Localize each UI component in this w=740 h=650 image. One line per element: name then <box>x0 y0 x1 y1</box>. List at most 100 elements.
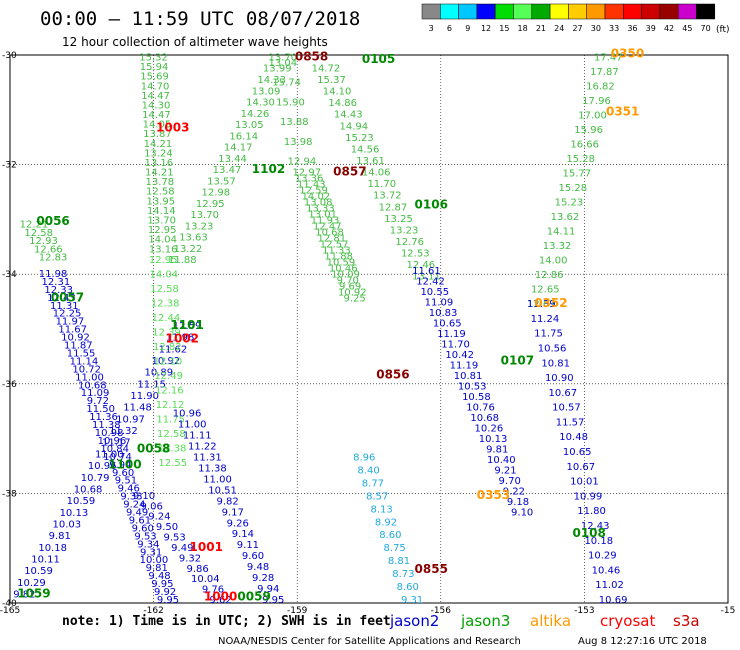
swh-value: 10.92 <box>152 356 181 367</box>
swh-value: 8.60 <box>379 530 401 541</box>
swh-value: 9.53 <box>164 533 186 544</box>
swh-value: 9.60 <box>132 523 154 534</box>
swh-value: 13.47 <box>213 165 242 176</box>
swh-value: 9.81 <box>49 531 71 542</box>
satellite-legend-altika: altika <box>530 612 571 630</box>
chart-subtitle: 12 hour collection of altimeter wave hei… <box>62 35 328 49</box>
swh-value: 10.40 <box>487 455 516 466</box>
swh-value: 11.75 <box>156 415 185 426</box>
pass-time-label: 0059 <box>237 589 270 603</box>
swh-value: 10.13 <box>60 508 89 519</box>
swh-value: 9.82 <box>217 496 239 507</box>
grid-lines <box>10 55 728 603</box>
scale-swatch <box>677 3 697 20</box>
swh-value: 11.15 <box>137 379 166 390</box>
swh-value: 11.98 <box>166 333 195 344</box>
swh-value: 14.17 <box>224 143 253 154</box>
swh-value: 9.46 <box>118 484 140 495</box>
swh-value: 9.95 <box>157 595 179 606</box>
swh-value: 13.70 <box>190 210 219 221</box>
swh-value: 9.21 <box>494 465 516 476</box>
x-tick-label: -159 <box>287 606 308 616</box>
swh-value: 10.29 <box>17 578 46 589</box>
swh-value: 14.21 <box>144 139 173 150</box>
swh-value: 10.55 <box>420 287 449 298</box>
scale-label: 12 <box>481 24 491 33</box>
x-tick-label: -165 <box>0 606 20 616</box>
swh-value: 15.28 <box>559 183 588 194</box>
pass-time-label: 1001 <box>190 540 223 554</box>
swh-value: 13.08 <box>304 198 333 209</box>
swh-value: 13.99 <box>263 64 292 75</box>
swh-value: 8.75 <box>384 543 406 554</box>
swh-value: 9.94 <box>257 584 279 595</box>
swh-value: 9.24 <box>123 500 145 511</box>
swh-value: 16.66 <box>570 140 599 151</box>
scale-label: 3 <box>429 24 434 33</box>
swh-value: 9.25 <box>344 294 366 305</box>
x-tick-labels: -165 -162 -159 -156 -153 -15 <box>0 606 735 616</box>
swh-value: 13.09 <box>252 86 281 97</box>
swh-value: 10.96 <box>88 461 117 472</box>
swh-value: 12.94 <box>288 157 317 168</box>
scale-swatch <box>604 3 624 20</box>
swh-value: 10.84 <box>100 444 129 455</box>
swh-value: 11.61 <box>412 266 441 277</box>
swh-value: 10.56 <box>538 343 567 354</box>
swh-value: 9.61 <box>129 515 151 526</box>
y-tick-labels: -30 -32 -34 -36 -38 -40 <box>2 51 17 609</box>
scale-swatch <box>440 3 459 20</box>
satellite-legend-cryosat: cryosat <box>600 612 655 630</box>
pass-time-label: 0350 <box>611 47 644 61</box>
swh-value: 11.09 <box>425 298 454 309</box>
swh-value: 11.00 <box>95 449 124 460</box>
swh-value: 9.53 <box>134 531 156 542</box>
swh-value: 9.72 <box>87 396 109 407</box>
swh-value: 12.38 <box>151 299 180 310</box>
swh-value: 9.60 <box>242 551 264 562</box>
swh-value: 9.95 <box>262 595 284 606</box>
scale-swatch <box>568 3 587 20</box>
swh-value: 11.62 <box>159 344 188 355</box>
swh-value: 12.93 <box>29 236 58 247</box>
pass-time-label: 0352 <box>534 296 567 310</box>
swh-value: 17.00 <box>578 111 607 122</box>
pass-time-label: 0058 <box>137 441 170 455</box>
scale-label: 27 <box>572 24 582 33</box>
swh-value: 15.96 <box>574 125 603 136</box>
swh-value: 15.23 <box>555 198 584 209</box>
x-tick-label: -153 <box>574 606 594 616</box>
swh-value: 12.57 <box>320 240 349 251</box>
swh-value: 9.49 <box>171 543 193 554</box>
swh-color-scale: 3 6 9 12 15 18 21 24 27 30 33 36 39 42 45 70 <box>421 3 716 33</box>
swh-value: 11.19 <box>450 361 479 372</box>
swh-value: 13.33 <box>306 204 335 215</box>
swh-value: 10.59 <box>24 566 53 577</box>
scale-swatch <box>549 3 569 20</box>
swh-value: 8.57 <box>366 491 388 502</box>
swh-value: 10.97 <box>116 414 145 425</box>
scale-label: 15 <box>499 24 509 33</box>
swh-value: 10.18 <box>38 543 67 554</box>
swh-value: 14.94 <box>340 121 369 132</box>
swh-value: 10.42 <box>445 350 474 361</box>
swh-value: 8.92 <box>375 517 397 528</box>
swh-value: 8.81 <box>388 556 410 567</box>
swh-value: 14.30 <box>142 100 171 111</box>
swh-value: 12.95 <box>196 199 225 210</box>
swh-value: 9.70 <box>499 476 521 487</box>
swh-value: 12.66 <box>34 244 63 255</box>
pass-time-label: 0857 <box>333 165 366 179</box>
swh-value: 13.70 <box>269 52 298 63</box>
swh-value: 11.14 <box>70 356 99 367</box>
swh-value: 15.77 <box>562 169 591 180</box>
swh-value: 12.97 <box>292 168 321 179</box>
swh-value: 11.36 <box>89 412 118 423</box>
swh-value: 15.32 <box>139 52 168 63</box>
swh-value: 10.51 <box>208 485 237 496</box>
scale-swatch <box>421 3 441 20</box>
swh-value: 13.04 <box>269 58 298 69</box>
swh-value: 15.74 <box>272 78 301 89</box>
swh-value: 11.98 <box>39 269 68 280</box>
swh-value: 10.92 <box>338 288 367 299</box>
